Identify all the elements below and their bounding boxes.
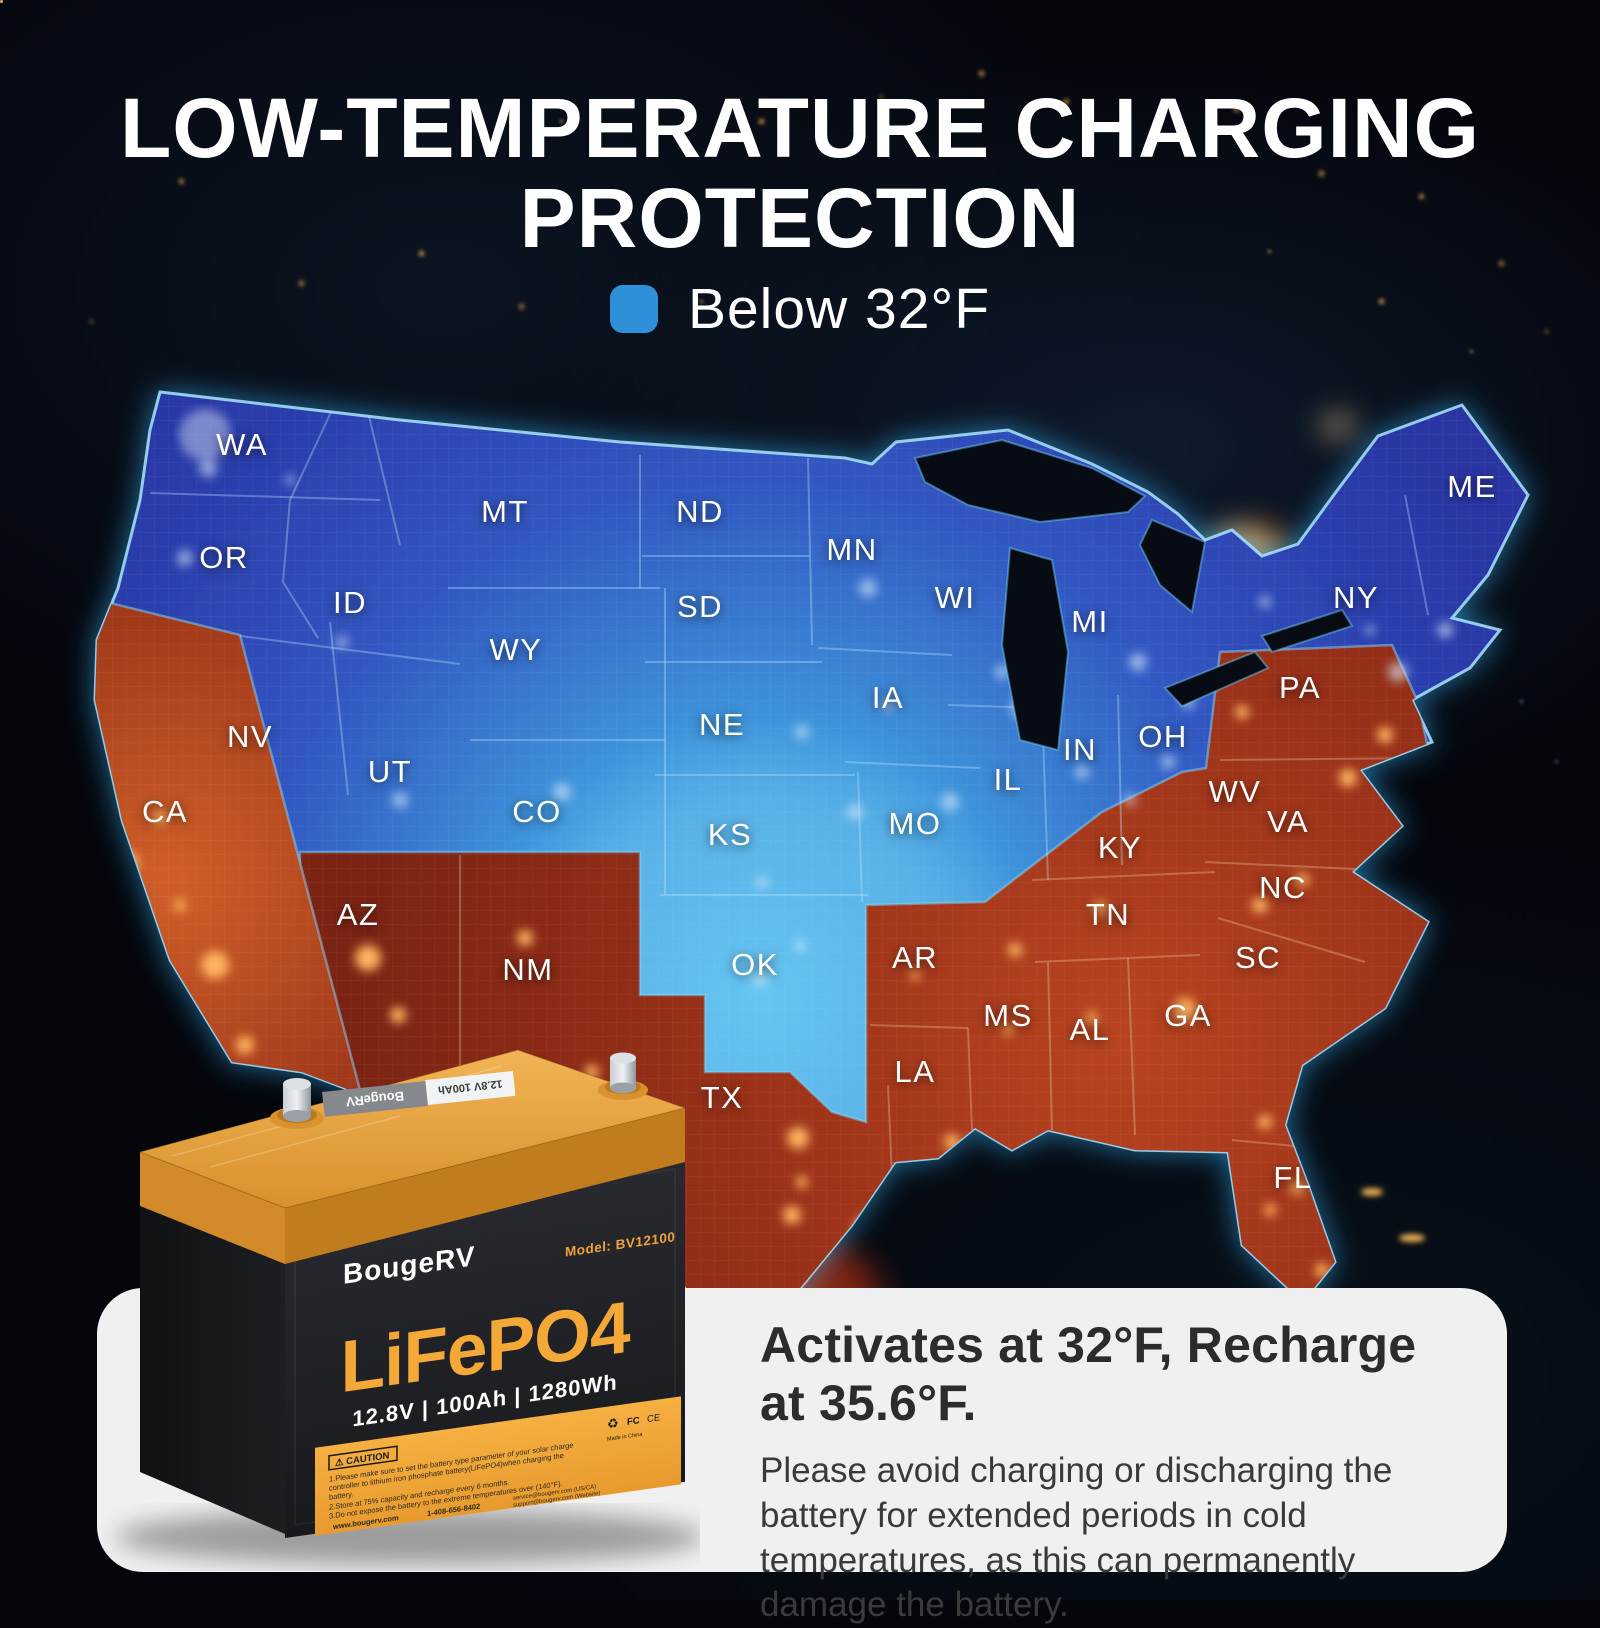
- great-lakes: [913, 438, 1354, 752]
- bahamas-lights: [1361, 1188, 1425, 1242]
- battery-left-face: [140, 1200, 285, 1534]
- recycle-icon: ♻: [607, 1415, 619, 1432]
- info-card-heading: Activates at 32°F, Recharge at 35.6°F.: [760, 1317, 1417, 1431]
- page-title: LOW-TEMPERATURE CHARGING PROTECTION: [0, 81, 1600, 265]
- battery-terminal-negative: [270, 1078, 324, 1129]
- legend-color-swatch: [609, 285, 658, 333]
- battery-lid-top: [138, 1049, 687, 1209]
- top-sticker-brand: BougeRV: [345, 1088, 405, 1109]
- battery-product-image: BougeRV Model: BV12100 LiFePO4 12.8V | 1…: [115, 1049, 700, 1565]
- info-card-body: Please avoid charging or discharging the…: [760, 1451, 1393, 1625]
- montreal-city-glow: [1312, 408, 1364, 444]
- battery-lid-front-left: [140, 1152, 285, 1264]
- page-title-line1: LOW-TEMPERATURE CHARGING: [119, 81, 1480, 175]
- ce-icon: CE: [647, 1412, 660, 1425]
- background-city-lights: [0, 0, 3, 3]
- caution-line-3: battery.: [329, 1489, 353, 1501]
- made-in-label: Made in China: [607, 1432, 643, 1443]
- battery-terminal-positive: [598, 1052, 648, 1100]
- page-title-line2: PROTECTION: [519, 170, 1081, 265]
- fcc-icon: FC: [627, 1415, 640, 1428]
- battery-lid-front-right: [285, 1108, 685, 1264]
- temperature-legend: Below 32°F: [0, 276, 1600, 342]
- battery-top-sticker: BougeRV 12.8V 100Ah: [322, 1070, 516, 1117]
- legend-label: Below 32°F: [687, 277, 991, 341]
- battery-front-face: BougeRV Model: BV12100 LiFePO4 12.8V | 1…: [285, 1155, 685, 1538]
